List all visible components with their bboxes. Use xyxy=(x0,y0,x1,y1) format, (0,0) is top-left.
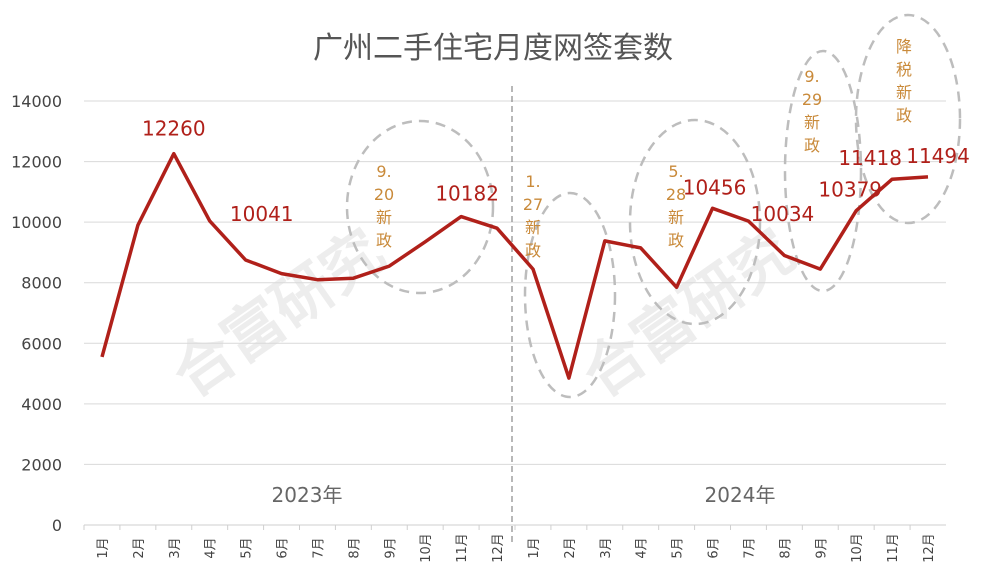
data-label: 12260 xyxy=(142,117,206,141)
watermark-text: 合富研究 xyxy=(160,216,397,411)
gridlines xyxy=(84,100,946,526)
y-tick-label: 14000 xyxy=(11,92,62,111)
policy-annotation-text: 9. xyxy=(804,67,819,86)
x-tick-label: 6月 xyxy=(276,537,291,558)
policy-annotation-text: 政 xyxy=(376,231,392,250)
data-label: 10456 xyxy=(683,175,747,199)
policy-annotation-text: 政 xyxy=(804,136,820,155)
y-tick-label: 4000 xyxy=(21,395,62,414)
x-tick-label: 8月 xyxy=(347,537,362,558)
x-tick-label: 2月 xyxy=(132,537,147,558)
y-tick-label: 0 xyxy=(52,516,62,535)
year-label-2023: 2023年 xyxy=(272,483,343,507)
x-tick-label: 6月 xyxy=(707,537,722,558)
x-tick-label: 9月 xyxy=(814,537,829,558)
policy-annotation-text: 新 xyxy=(525,218,541,237)
policy-annotation-text: 新 xyxy=(668,208,684,227)
policy-annotation-text: 税 xyxy=(896,60,912,79)
policy-ellipses xyxy=(345,13,962,399)
x-tick-label: 12月 xyxy=(491,533,506,563)
chart-title: 广州二手住宅月度网签套数 xyxy=(313,31,673,66)
x-tick-label: 11月 xyxy=(455,533,470,563)
x-tick-label: 7月 xyxy=(742,537,757,558)
y-tick-label: 12000 xyxy=(11,153,62,172)
data-label: 10041 xyxy=(230,202,294,226)
data-label: 11494 xyxy=(906,144,970,168)
series-layer xyxy=(100,151,929,380)
policy-annotation-text: 20 xyxy=(374,185,394,204)
data-label: 10379 xyxy=(818,178,882,202)
policy-annotation-text: 政 xyxy=(668,231,684,250)
policy-ellipse xyxy=(345,119,495,295)
data-label: 10182 xyxy=(435,182,499,206)
policy-annotation-text: 政 xyxy=(525,241,541,260)
policy-annotation-text: 29 xyxy=(802,90,822,109)
policy-annotation-text: 27 xyxy=(523,195,543,214)
policy-annotation-text: 28 xyxy=(666,185,686,204)
policy-ellipse xyxy=(628,118,762,326)
series-line xyxy=(100,151,929,380)
x-tick-label: 11月 xyxy=(886,533,901,563)
policy-annotation-text: 1. xyxy=(525,172,540,191)
policy-annotation-text: 9. xyxy=(376,162,391,181)
policy-ellipse xyxy=(783,49,863,293)
x-tick-label: 1月 xyxy=(527,537,542,558)
y-tick-label: 10000 xyxy=(11,213,62,232)
policy-annotation-text: 新 xyxy=(376,208,392,227)
x-tick-label: 5月 xyxy=(240,537,255,558)
data-label: 10034 xyxy=(751,202,815,226)
policy-annotation-text: 新 xyxy=(804,113,820,132)
policy-ellipse xyxy=(523,191,617,399)
x-axis-ticks: 1月 2月 3月 4月 5月 6月 7月 8月 9月 10月 11月 12月 1月 2月 3月 4月 5月 6月 7… xyxy=(83,525,937,563)
x-tick-label: 1月 xyxy=(96,537,111,558)
watermark-layer: 合富研究 合富研究 xyxy=(160,216,807,411)
x-tick-label: 7月 xyxy=(311,537,326,558)
x-tick-label: 4月 xyxy=(635,537,650,558)
x-tick-label: 8月 xyxy=(778,537,793,558)
x-tick-label: 5月 xyxy=(671,537,686,558)
x-tick-label: 2月 xyxy=(563,537,578,558)
policy-annotation-text: 政 xyxy=(896,106,912,125)
policy-annotation-text: 新 xyxy=(896,83,912,102)
y-tick-label: 8000 xyxy=(21,274,62,293)
policy-annotation-text: 5. xyxy=(668,162,683,181)
policy-ellipse xyxy=(854,13,962,225)
x-tick-label: 12月 xyxy=(922,533,937,563)
x-tick-label: 9月 xyxy=(383,537,398,558)
x-tick-label: 10月 xyxy=(419,533,434,563)
policy-annotation-text: 降 xyxy=(896,37,912,56)
x-tick-label: 4月 xyxy=(204,537,219,558)
data-label: 11418 xyxy=(838,146,902,170)
y-tick-label: 2000 xyxy=(21,455,62,474)
x-tick-label: 10月 xyxy=(850,533,865,563)
y-tick-label: 6000 xyxy=(21,334,62,353)
x-tick-label: 3月 xyxy=(168,537,183,558)
year-label-2024: 2024年 xyxy=(705,483,776,507)
x-tick-label: 3月 xyxy=(599,537,614,558)
y-axis-ticks: 0 2000 4000 6000 8000 10000 12000 14000 xyxy=(11,92,62,535)
